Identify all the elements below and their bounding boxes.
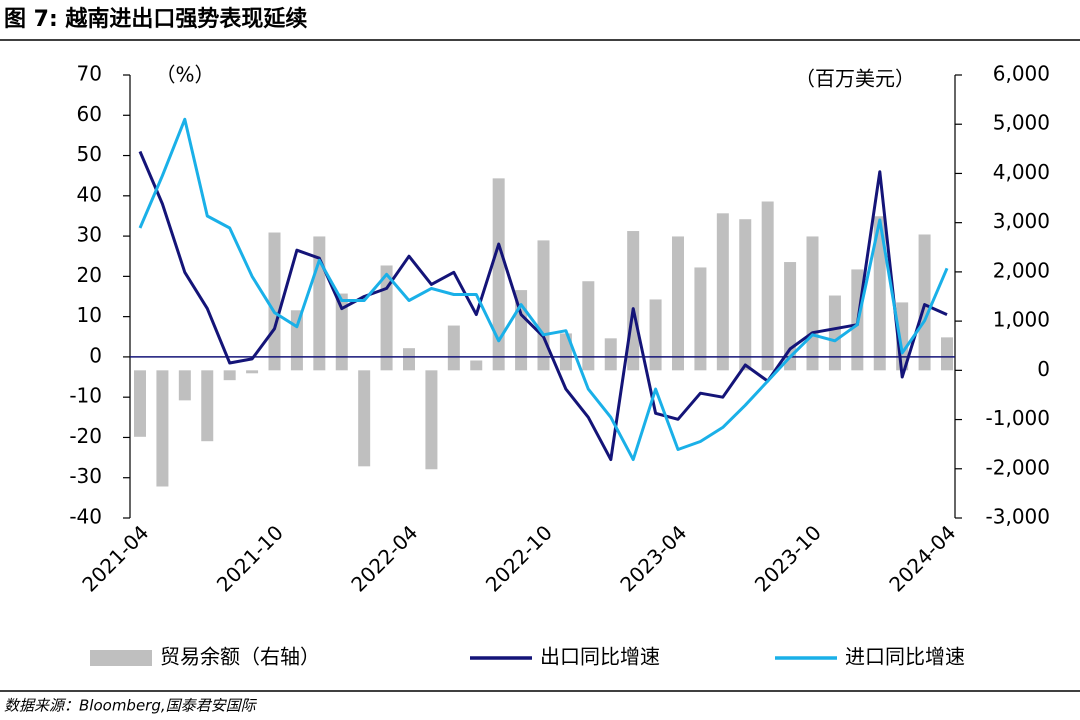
y-tick-label: 60 — [77, 102, 102, 126]
y2-unit: （百万美元） — [795, 67, 915, 91]
bar — [403, 348, 415, 371]
line-series — [138, 150, 948, 462]
y-tick-label: -10 — [69, 384, 102, 408]
x-tick-label: 2024-04 — [884, 520, 960, 596]
bar — [582, 281, 595, 371]
y-tick-label: -20 — [69, 424, 102, 448]
legend-label: 出口同比增速 — [540, 645, 660, 669]
chart-title: 图 7: 越南进出口强势表现延续 — [4, 6, 307, 32]
source: 数据来源：Bloomberg,国泰君安国际 — [4, 697, 258, 715]
bar — [492, 178, 505, 371]
bar — [268, 232, 281, 371]
x-tick-label: 2022-10 — [481, 520, 557, 596]
bar — [828, 295, 841, 371]
bar — [649, 299, 662, 371]
x-tick-label: 2023-04 — [615, 520, 691, 596]
bar — [380, 265, 393, 371]
bar — [784, 262, 797, 371]
legend-swatch — [90, 650, 152, 666]
y2-tick-label: 4,000 — [993, 160, 1050, 184]
y-tick-label: 20 — [77, 263, 102, 287]
y-unit: （%） — [155, 63, 214, 87]
y-tick-label: 50 — [77, 142, 102, 166]
legend-label: 进口同比增速 — [845, 645, 965, 669]
bar — [335, 293, 348, 371]
y2-tick-label: 5,000 — [993, 111, 1050, 135]
y-tick-label: 40 — [77, 182, 102, 206]
bar — [941, 337, 953, 371]
bar — [201, 370, 214, 442]
bar — [716, 213, 729, 371]
x-tick-label: 2021-04 — [77, 520, 153, 596]
bar — [604, 338, 617, 371]
bar — [156, 370, 169, 487]
y-tick-label: 70 — [77, 62, 102, 86]
x-tick-label: 2022-04 — [346, 520, 422, 596]
y-tick-label: -30 — [69, 464, 102, 488]
bar — [761, 201, 774, 371]
y2-tick-label: 0 — [1037, 357, 1050, 381]
y2-tick-label: -2,000 — [986, 455, 1050, 479]
bar — [470, 360, 483, 371]
bar — [627, 231, 640, 371]
y2-tick-label: 3,000 — [993, 209, 1050, 233]
bar — [178, 370, 191, 401]
y2-tick-label: -1,000 — [986, 406, 1050, 430]
y2-tick-label: 6,000 — [993, 62, 1050, 86]
bar — [447, 325, 460, 371]
y2-tick-label: 1,000 — [993, 308, 1050, 332]
bar — [672, 236, 684, 371]
bar — [739, 219, 752, 371]
bar — [806, 236, 819, 371]
bar — [290, 310, 303, 371]
y-tick-label: 30 — [77, 223, 102, 247]
line-series — [138, 117, 949, 462]
bar — [694, 267, 707, 371]
legend-label: 贸易余额（右轴） — [160, 645, 320, 669]
bar — [246, 370, 259, 374]
x-tick-label: 2021-10 — [212, 520, 288, 596]
y-tick-label: -40 — [69, 505, 102, 529]
bar — [223, 370, 236, 381]
bar — [873, 216, 886, 371]
bar — [537, 240, 550, 371]
bar — [918, 234, 931, 371]
bar — [358, 370, 371, 467]
y-tick-label: 0 — [89, 343, 102, 367]
x-tick-label: 2023-10 — [750, 520, 826, 596]
y-tick-label: 10 — [77, 303, 102, 327]
y2-tick-label: -3,000 — [986, 505, 1050, 529]
bar — [134, 370, 146, 437]
y2-tick-label: 2,000 — [993, 258, 1050, 282]
bar — [425, 370, 438, 470]
